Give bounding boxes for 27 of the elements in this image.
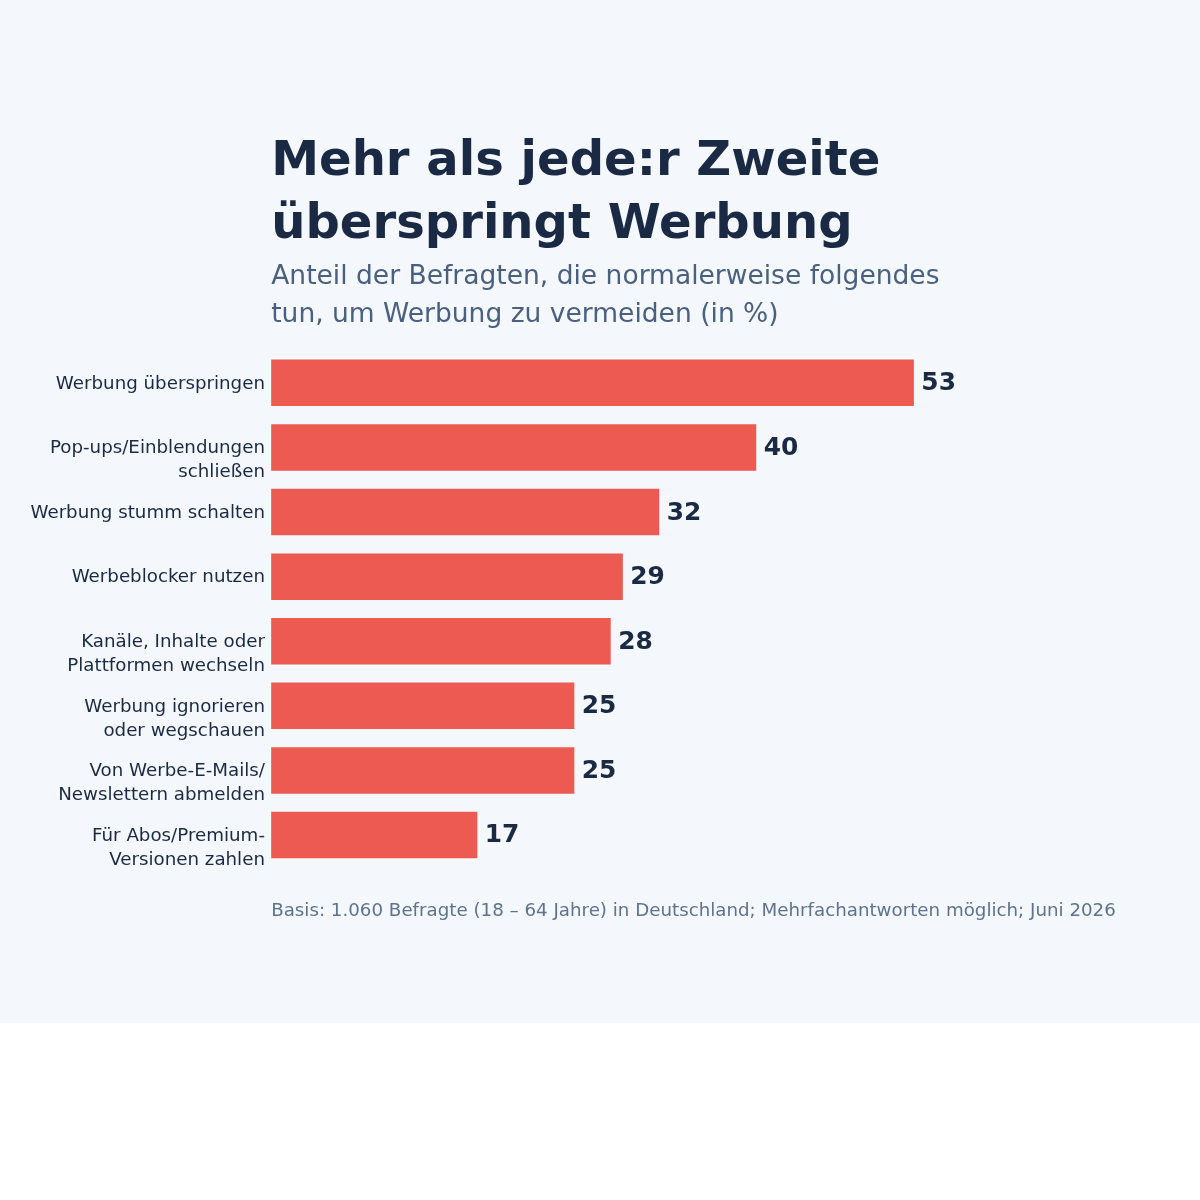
data-label: 32 [666, 496, 702, 526]
y-tick-label: Werbung ignorieren oder wegschauen [84, 694, 265, 740]
bar [271, 747, 575, 794]
chart-title: Mehr als jede:r Zweite überspringt Werbung [271, 130, 881, 250]
bar [271, 488, 660, 536]
y-tick-label: Pop-ups/Einblendungen schließen [49, 436, 265, 482]
y-tick-label: Werbung überspringen [55, 371, 265, 393]
data-label: 25 [581, 754, 617, 784]
text: Basis: 1.060 Befragte (18 – 64 Jahre) in Deutschland; Mehrfachantworten möglich; Juni 2026 [271, 898, 1116, 920]
bar [271, 811, 478, 859]
chart-subtitle: Anteil der Befragten, die normalerweise folgendes tun, um Werbung zu vermeiden (in %) [271, 258, 940, 328]
data-label: 29 [630, 561, 665, 591]
bar [271, 682, 575, 730]
data-label: 25 [581, 690, 617, 720]
bar [271, 553, 623, 600]
y-tick-label: Für Abos/Premium-Versionen zahlen [92, 823, 265, 869]
data-label: 53 [921, 367, 956, 397]
data-label: 28 [618, 625, 653, 655]
data-label: 17 [484, 819, 520, 849]
bar [271, 617, 611, 665]
y-tick-label: Werbung stumm schalten [30, 500, 265, 522]
y-tick-label: Kanäle, Inhalte oder Plattformen wechseln [67, 630, 266, 676]
data-label: 40 [763, 431, 799, 461]
y-tick-label: Werbeblocker nutzen [71, 565, 265, 587]
bar [271, 359, 914, 407]
bar [271, 424, 757, 471]
y-tick-label: Von Werbe-E-Mails/Newslettern abmelden [58, 759, 266, 805]
